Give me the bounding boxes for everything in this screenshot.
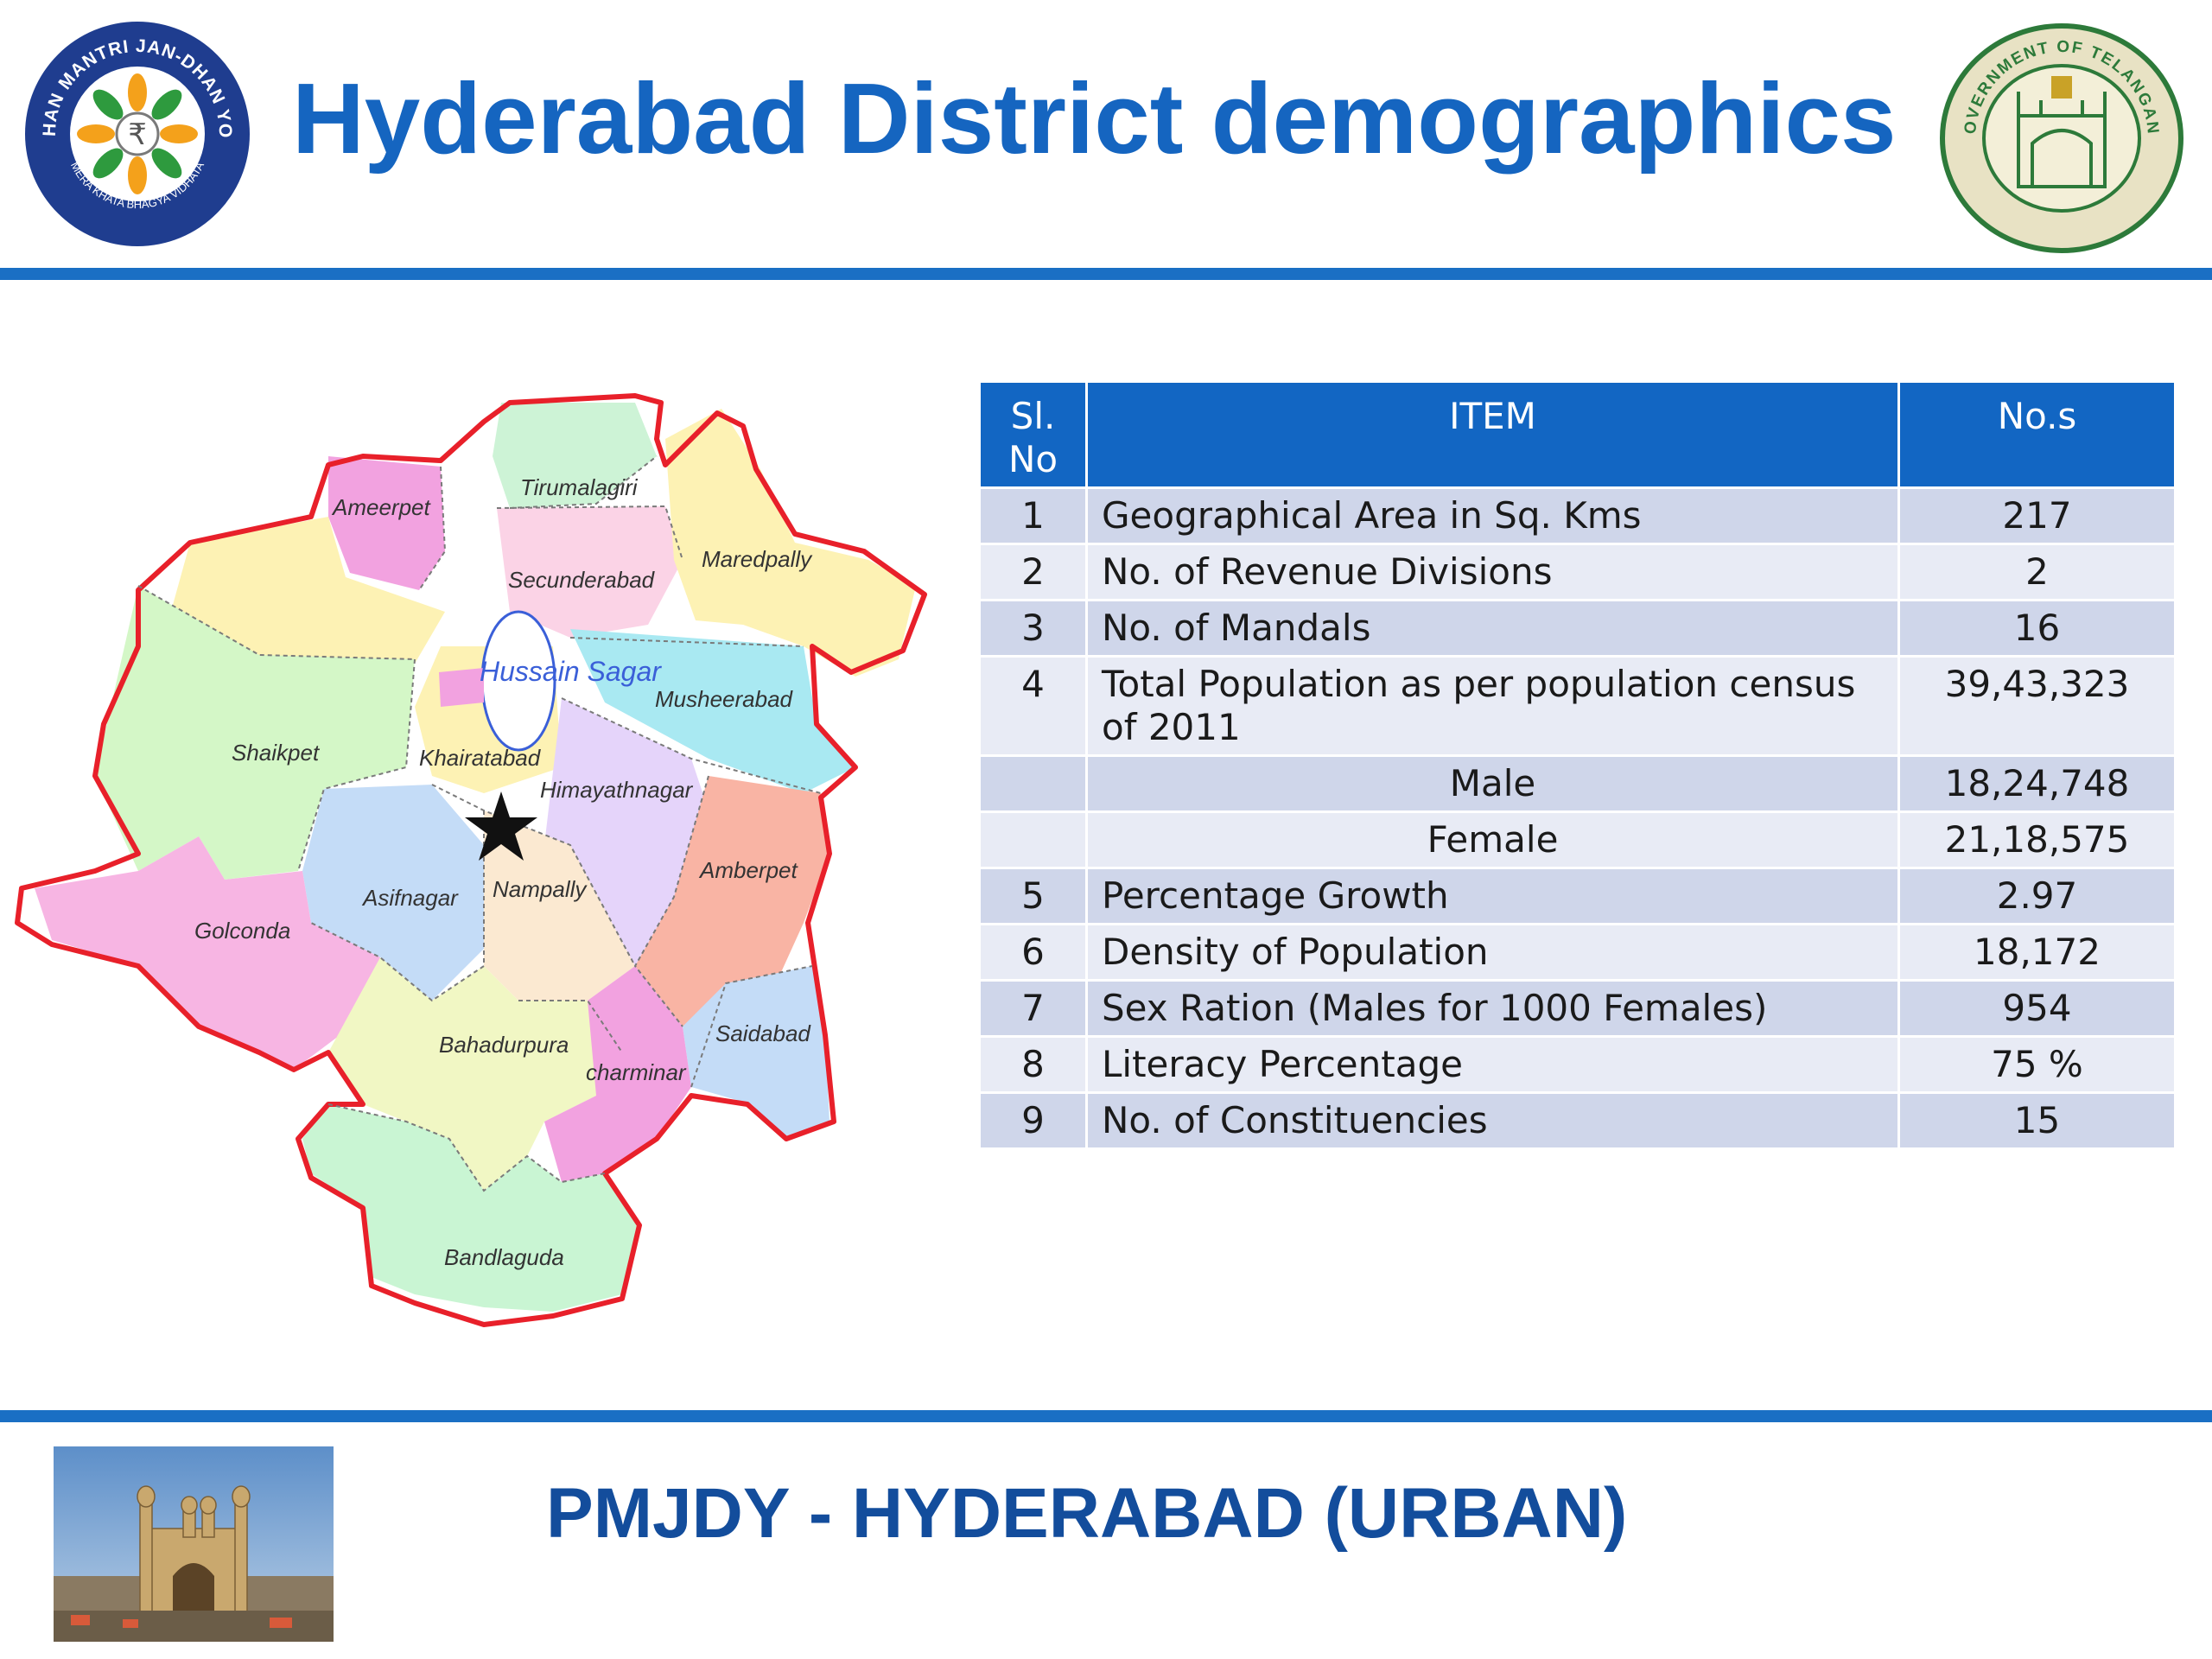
value-cell: 16: [1897, 599, 2177, 658]
table-row: 1 Geographical Area in Sq. Kms 217: [978, 486, 2177, 545]
sl-no-cell: 1: [978, 486, 1088, 545]
map-label-bandlaguda: Bandlaguda: [444, 1244, 564, 1270]
value-cell: 21,18,575: [1897, 810, 2177, 869]
telangana-emblem: GOVERNMENT OF TELANGANA: [1932, 9, 2184, 254]
footer-divider: [0, 1410, 2212, 1422]
map-label-tirumalagiri: Tirumalagiri: [520, 474, 639, 500]
item-cell: Percentage Growth: [1085, 867, 1900, 925]
sl-no-cell: 4: [978, 655, 1088, 757]
item-cell: Total Population as per population censu…: [1085, 655, 1900, 757]
sl-no-cell: 2: [978, 543, 1088, 601]
value-cell: 954: [1897, 979, 2177, 1038]
item-cell: No. of Constituencies: [1085, 1091, 1900, 1150]
svg-text:₹: ₹: [128, 118, 147, 152]
header-sl-no: Sl. No: [978, 380, 1088, 489]
map-label-hussain-sagar: Hussain Sagar: [480, 656, 662, 687]
map-label-charminar: charminar: [586, 1059, 687, 1085]
pmjdy-logo: PRADHAN MANTRI JAN-DHAN YOJANA MERA KHAT…: [14, 2, 254, 251]
item-cell: No. of Revenue Divisions: [1085, 543, 1900, 601]
sl-no-cell: [978, 810, 1088, 869]
star-icon: [465, 791, 537, 861]
sl-no-cell: 6: [978, 923, 1088, 982]
district-map: Tirumalagiri Ameerpet Secunderabad Mared…: [0, 361, 938, 1342]
value-cell: 18,172: [1897, 923, 2177, 982]
table-row: 6 Density of Population 18,172: [978, 923, 2177, 982]
map-label-himayathnagar: Himayathnagar: [540, 777, 694, 803]
demographics-table: Sl. No ITEM No.s 1 Geographical Area in S…: [978, 380, 2177, 1150]
footer-title: PMJDY - HYDERABAD (URBAN): [546, 1474, 1628, 1553]
header-nos: No.s: [1897, 380, 2177, 489]
item-cell: Sex Ration (Males for 1000 Females): [1085, 979, 1900, 1038]
table-row: 7 Sex Ration (Males for 1000 Females) 954: [978, 979, 2177, 1038]
table-row: 4 Total Population as per population cens…: [978, 655, 2177, 757]
value-cell: 2: [1897, 543, 2177, 601]
header-divider: [0, 268, 2212, 280]
map-label-ameerpet: Ameerpet: [331, 494, 431, 520]
page-title: Hyderabad District demographics: [292, 62, 1897, 175]
item-cell: Literacy Percentage: [1085, 1035, 1900, 1094]
sl-no-cell: 3: [978, 599, 1088, 658]
table-row: Female 21,18,575: [978, 810, 2177, 869]
table-row: Male 18,24,748: [978, 754, 2177, 813]
table-row: 2 No. of Revenue Divisions 2: [978, 543, 2177, 601]
map-label-nampally: Nampally: [493, 876, 588, 902]
table-row: 5 Percentage Growth 2.97: [978, 867, 2177, 925]
item-cell: Male: [1085, 754, 1900, 813]
sl-no-cell: 7: [978, 979, 1088, 1038]
map-label-maredpally: Maredpally: [702, 546, 813, 572]
sl-no-cell: 8: [978, 1035, 1088, 1094]
map-label-saidabad: Saidabad: [715, 1020, 811, 1046]
table-row: 9 No. of Constituencies 15: [978, 1091, 2177, 1150]
sl-no-cell: 5: [978, 867, 1088, 925]
item-cell: Density of Population: [1085, 923, 1900, 982]
map-label-secunderabad: Secunderabad: [508, 567, 656, 593]
map-label-asifnagar: Asifnagar: [361, 885, 459, 911]
sl-no-cell: [978, 754, 1088, 813]
value-cell: 15: [1897, 1091, 2177, 1150]
value-cell: 39,43,323: [1897, 655, 2177, 757]
table-row: 8 Literacy Percentage 75 %: [978, 1035, 2177, 1094]
map-label-bahadurpura: Bahadurpura: [439, 1032, 569, 1058]
item-cell: Female: [1085, 810, 1900, 869]
header-item: ITEM: [1085, 380, 1900, 489]
table-header-row: Sl. No ITEM No.s: [978, 380, 2177, 489]
map-label-amberpet: Amberpet: [698, 857, 798, 883]
value-cell: 2.97: [1897, 867, 2177, 925]
map-label-shaikpet: Shaikpet: [232, 740, 321, 766]
item-cell: Geographical Area in Sq. Kms: [1085, 486, 1900, 545]
value-cell: 18,24,748: [1897, 754, 2177, 813]
value-cell: 217: [1897, 486, 2177, 545]
item-cell: No. of Mandals: [1085, 599, 1900, 658]
value-cell: 75 %: [1897, 1035, 2177, 1094]
map-label-musheerabad: Musheerabad: [655, 686, 794, 712]
map-label-golconda: Golconda: [194, 918, 290, 944]
map-label-khairatabad: Khairatabad: [419, 745, 542, 771]
table-row: 3 No. of Mandals 16: [978, 599, 2177, 658]
charminar-photo: [54, 1446, 334, 1642]
sl-no-cell: 9: [978, 1091, 1088, 1150]
